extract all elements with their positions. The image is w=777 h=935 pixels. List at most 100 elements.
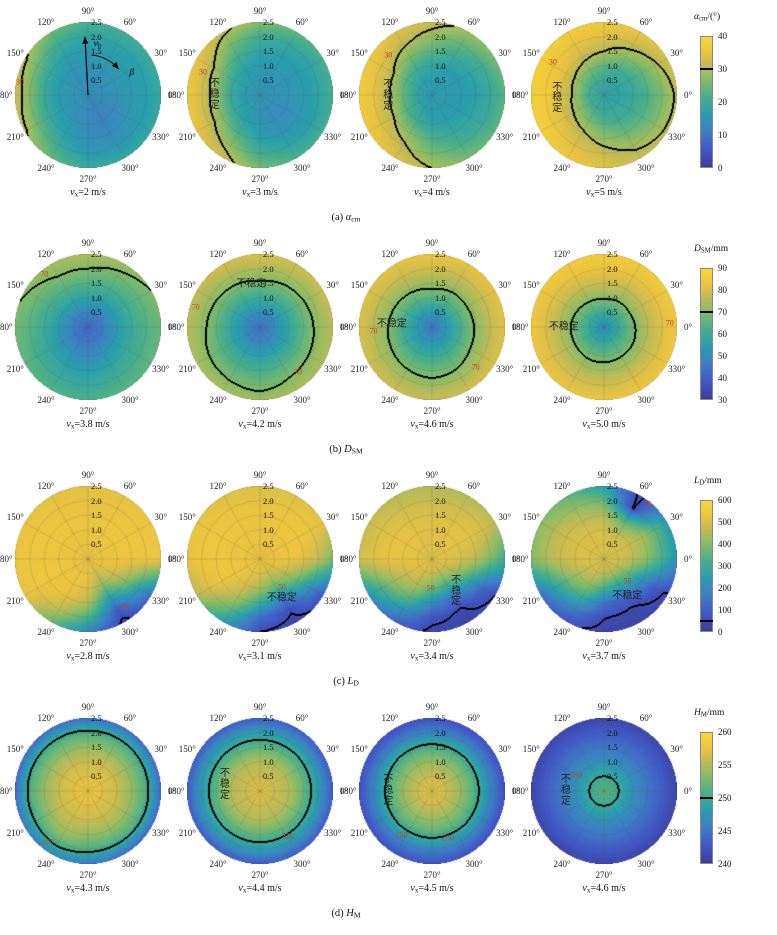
caption-symbol: D [344,444,352,455]
unstable-annotation: 不稳定 [612,590,643,602]
angle-label: 240° [37,162,55,173]
angle-label: 180° [167,322,185,332]
angle-label: 0° [339,90,349,100]
angle-label: 180° [0,90,13,100]
contour-value-label: 250 [442,833,455,843]
speed-subscript: x [70,654,75,663]
contour-value-label: 70 [40,269,49,279]
speed-subscript: x [586,654,591,663]
radius-tick-label: 2.5 [263,713,274,723]
angle-label: 30° [498,280,512,290]
colorbar-unit: /mm [710,244,729,254]
polar-plot: 0° 30° 60° 90° 120° 150° 180° 210° 240° 270° 300° 3… [511,702,692,908]
radius-tick-label: 2.5 [263,249,274,259]
angle-label: 210° [350,596,368,606]
angle-label: 120° [209,481,227,492]
radius-tick-label: 2.0 [91,31,102,42]
polar-plot: 0° 30° 60° 90° 120° 150° 180° 210° 240° 270° 300° 3… [167,470,348,676]
angle-label: 60° [467,17,481,28]
radius-tick-label: 1.5 [607,46,618,57]
colorbar-subscript: M [700,711,707,719]
speed-value: 4.6 [424,419,437,430]
angle-label: 60° [123,17,137,28]
angle-label: 60° [295,17,309,28]
angle-label: 30° [498,512,512,522]
angle-label: 300° [121,162,139,173]
heatmap-canvas [187,254,333,400]
radius-tick-label: 1.0 [91,524,102,535]
speed-subscript: x [414,422,419,431]
heatmap-canvas [531,718,677,864]
equals-sign: = [250,187,256,198]
contour-value-label: 250 [41,837,54,847]
angle-label: 180° [339,786,357,796]
row-caption: (d) HM [2,908,690,920]
speed-subscript: x [74,190,79,199]
speed-subscript: x [590,190,595,199]
radius-tick-label: 1.5 [91,278,102,289]
heatmap-canvas [531,254,677,400]
figure-row-d: 0° 30° 60° 90° 120° 150° 180° 210° 240° 270° 300° 3… [0,702,777,934]
speed-unit: m/s [92,651,110,662]
equals-sign: = [418,651,425,662]
radius-tick-label: 1.5 [91,742,102,753]
equals-sign: = [594,187,600,198]
speed-value: 4.5 [424,883,437,894]
angle-label: 120° [209,713,227,724]
heatmap-canvas [359,718,505,864]
contour-value-label: 250 [281,831,294,841]
angle-label: 270° [251,638,269,648]
angle-label: 0° [683,322,693,332]
colorbar: HM/mm 240 245 250 255 260 [690,702,775,908]
radius-tick-label: 2.0 [607,263,618,274]
unstable-annotation: 不稳定 [383,79,394,112]
angle-label: 120° [553,713,571,724]
angle-label: 270° [595,174,613,184]
unstable-annotation: 不稳定 [209,77,220,111]
speed-variable: v [242,187,247,198]
angle-label: 60° [295,481,309,492]
angle-label: 0° [167,786,177,796]
angle-label: 90° [81,470,95,480]
radius-tick-label: 2.5 [91,249,102,259]
speed-value: 3.8 [80,419,93,430]
caption-prefix: (d) [331,908,347,919]
speed-unit: m/s [264,883,282,894]
speed-value: 2.8 [80,651,93,662]
unstable-annotation: 不稳定 [219,767,230,801]
speed-variable: v [66,883,71,894]
angle-label: 90° [81,6,95,16]
angle-label: 90° [253,238,267,248]
radius-tick-label: 1.0 [263,292,274,303]
angle-label: 240° [37,626,55,637]
speed-unit: m/s [436,651,454,662]
colorbar-contour-marker [700,620,713,622]
unstable-annotation: 不稳定 [548,322,579,334]
angle-label: 270° [251,870,269,880]
angle-label: 30° [326,48,340,58]
angle-label: 240° [209,162,227,173]
equals-sign: = [418,419,425,430]
speed-variable: v [70,187,75,198]
speed-variable: v [410,883,415,894]
radius-tick-label: 1.0 [607,756,618,767]
radius-tick-label: 2.0 [435,263,446,274]
angle-label: 270° [251,174,269,184]
radius-tick-label: 2.0 [91,495,102,506]
speed-variable: v [238,651,243,662]
heatmap-canvas [15,254,161,400]
contour-value-label: 70 [665,318,674,328]
angle-label: 210° [6,364,24,374]
angle-label: 330° [324,132,342,142]
angle-label: 330° [668,364,686,374]
vx-speed-label: vx=4.5 m/s [346,883,518,895]
radius-tick-label: 0.5 [607,75,618,86]
angle-label: 210° [350,828,368,838]
angle-label: 150° [522,744,540,754]
polar-plot: 0° 30° 60° 90° 120° 150° 180° 210° 240° 270° 300° 3… [167,238,348,444]
speed-subscript: x [586,886,591,895]
row-caption: (a) αcm [2,212,690,224]
vx-speed-label: vx=2 m/s [2,187,174,199]
angle-label: 150° [350,512,368,522]
polar-plot: 0° 30° 60° 90° 120° 150° 180° 210° 240° 270° 300° 3… [0,6,176,212]
